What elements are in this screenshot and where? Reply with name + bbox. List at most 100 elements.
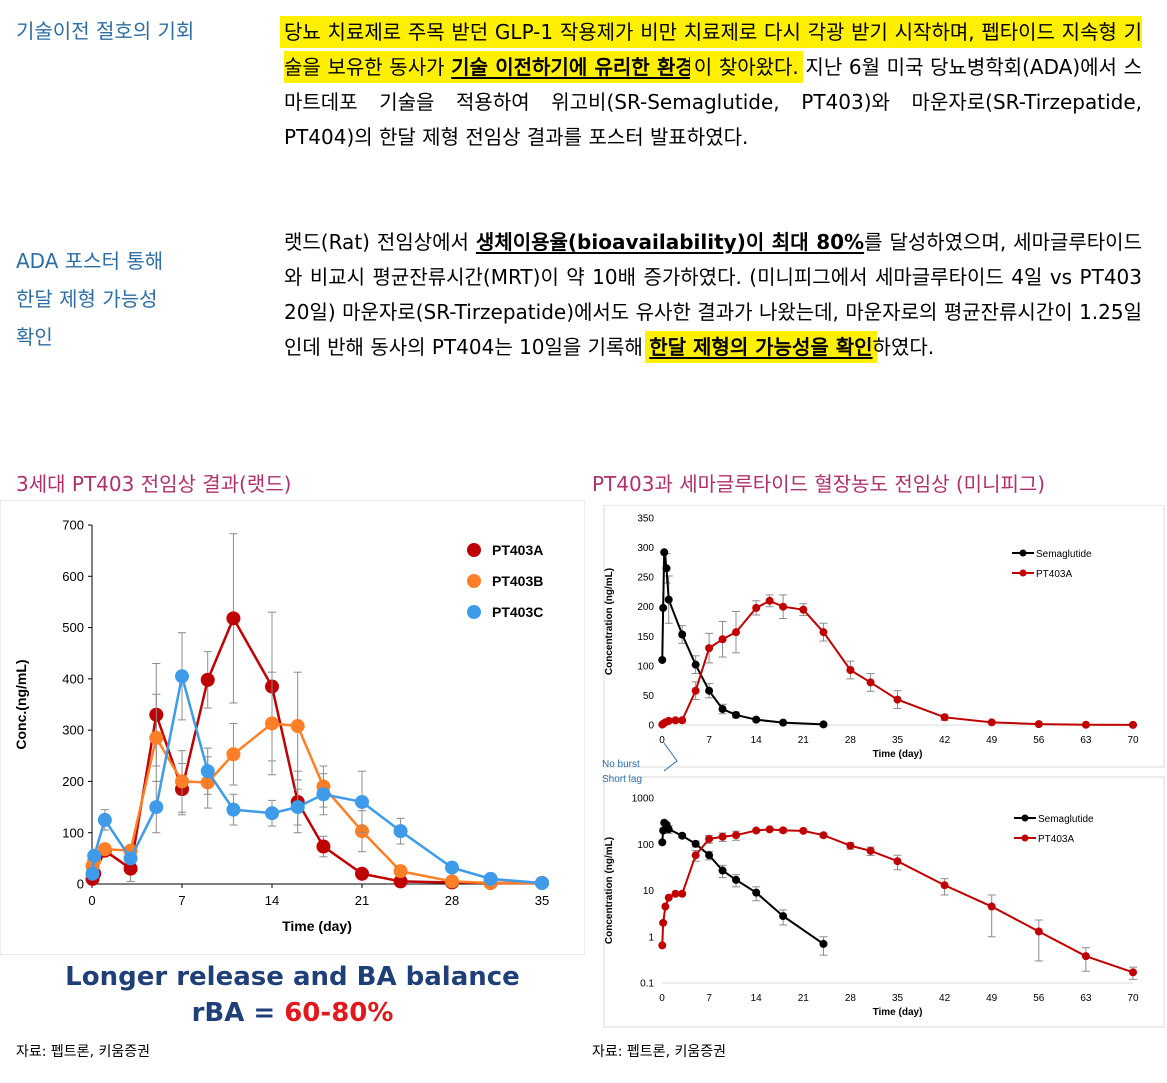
data-point (355, 794, 369, 809)
data-point (658, 941, 667, 950)
data-point (175, 669, 189, 684)
data-point (664, 893, 673, 902)
legend-label: PT403A (492, 542, 543, 558)
y-tick-label: 200 (637, 602, 654, 613)
legend-swatch (1019, 549, 1027, 557)
series-semaglutide (658, 548, 828, 729)
legend-swatch (467, 605, 481, 619)
data-point (819, 628, 828, 637)
data-point (893, 695, 902, 704)
data-point (718, 832, 727, 841)
x-tick-label: 7 (706, 993, 712, 1004)
data-point (265, 806, 279, 821)
side-label-ada-poster: ADA 포스터 통해 한달 제형 가능성 확인 (16, 249, 164, 349)
data-point (752, 715, 761, 724)
data-point (940, 881, 949, 890)
data-point (678, 716, 687, 725)
data-point (779, 602, 788, 611)
data-point (355, 866, 369, 881)
data-point (123, 851, 138, 866)
y-tick-label: 100 (62, 825, 84, 840)
data-point (659, 918, 668, 927)
data-point (664, 716, 673, 725)
data-point (893, 857, 902, 866)
series-pt403a (85, 533, 549, 890)
legend-swatch (1021, 834, 1029, 842)
data-point (987, 718, 996, 727)
data-point (752, 826, 761, 835)
x-tick-label: 7 (178, 893, 185, 908)
x-tick-label: 21 (355, 893, 369, 908)
x-tick-label: 49 (986, 735, 998, 746)
data-point (316, 839, 331, 854)
x-tick-label: 0 (88, 893, 95, 908)
series-line (91, 722, 542, 885)
caption-line-2: rBA = 60-80% (191, 998, 394, 1028)
data-point (290, 719, 305, 734)
data-point (658, 838, 667, 847)
data-point (799, 826, 808, 835)
data-point (765, 596, 774, 605)
data-point (1129, 968, 1137, 977)
data-point (175, 774, 189, 789)
data-point (732, 831, 741, 840)
y-tick-label: 10 (643, 886, 655, 897)
y-tick-label: 0 (77, 877, 84, 892)
y-tick-label: 400 (62, 671, 84, 686)
legend-swatch (467, 543, 481, 557)
left-source: 자료: 펩트론, 키움증권 (16, 1044, 150, 1060)
x-tick-label: 35 (892, 993, 904, 1004)
highlighted-text: 한달 제형의 가능성을 확인 (649, 335, 873, 359)
legend-label: Semaglutide (1036, 549, 1092, 560)
left-figure-title: 3세대 PT403 전임상 결과(랫드) (16, 472, 292, 496)
data-point (658, 655, 667, 664)
y-tick-label: 600 (62, 569, 84, 584)
data-point (393, 874, 408, 889)
data-point (691, 839, 700, 848)
x-tick-label: 7 (706, 735, 712, 746)
data-point (660, 548, 669, 557)
y-axis-label: Concentration (ng/mL) (604, 568, 615, 675)
y-tick-label: 700 (62, 518, 84, 533)
data-point (732, 710, 741, 719)
legend-label: PT403A (1038, 834, 1074, 845)
data-point (445, 874, 459, 889)
chart-frame (603, 776, 1165, 1028)
x-tick-label: 0 (659, 735, 665, 746)
data-point (535, 875, 549, 890)
data-point (691, 686, 700, 695)
x-tick-label: 56 (1033, 993, 1045, 1004)
data-point (779, 912, 788, 921)
data-point (718, 705, 727, 714)
data-point (87, 848, 102, 863)
data-point (1034, 927, 1043, 936)
data-point (940, 713, 949, 722)
x-tick-label: 14 (751, 735, 763, 746)
side-label-opportunity: 기술이전 절호의 기회 (16, 19, 195, 43)
data-point (678, 630, 687, 639)
x-tick-label: 21 (798, 735, 810, 746)
y-tick-label: 50 (643, 691, 655, 702)
data-point (866, 846, 875, 855)
right-figure-title: PT403과 세마글루타이드 혈장농도 전임상 (미니피그) (592, 472, 1046, 496)
data-point (97, 842, 112, 857)
y-tick-label: 250 (637, 573, 654, 584)
series-semaglutide (658, 818, 828, 956)
y-tick-label: 300 (637, 543, 654, 554)
data-point (718, 635, 727, 644)
data-point (732, 875, 741, 884)
x-tick-label: 0 (659, 993, 665, 1004)
legend-label: PT403B (492, 573, 543, 589)
x-axis-label: Time (day) (873, 1007, 923, 1018)
y-tick-label: 100 (637, 840, 654, 851)
y-tick-label: 150 (637, 632, 654, 643)
data-point (866, 678, 875, 687)
text-run: 랫드(Rat) 전임상에서 (284, 230, 476, 254)
series-line (661, 552, 824, 726)
data-point (659, 603, 668, 612)
data-point (1034, 720, 1043, 729)
no-burst-annotation: No burst Short lag (602, 742, 678, 785)
data-point (819, 720, 828, 729)
data-point (265, 716, 279, 731)
data-point (97, 812, 112, 827)
